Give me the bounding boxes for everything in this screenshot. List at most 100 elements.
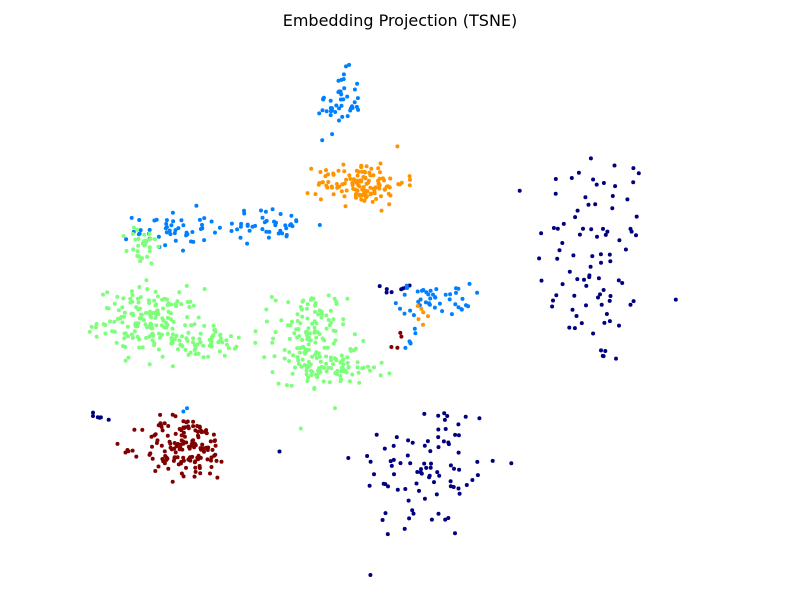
data-point: [145, 287, 150, 292]
data-point: [245, 241, 250, 246]
data-point: [402, 311, 407, 316]
data-point: [316, 182, 321, 187]
data-point: [195, 429, 200, 434]
data-point: [290, 319, 294, 324]
data-point: [161, 318, 166, 323]
data-point: [282, 348, 287, 352]
data-point: [177, 290, 182, 295]
data-point: [371, 173, 376, 178]
data-point: [284, 233, 289, 237]
data-point: [187, 456, 192, 461]
data-point: [613, 184, 618, 189]
data-point: [539, 231, 544, 236]
data-point: [205, 448, 210, 452]
data-point: [153, 315, 158, 320]
data-point: [295, 319, 300, 323]
data-point: [295, 355, 300, 359]
data-point: [475, 459, 480, 464]
data-point: [326, 317, 331, 322]
data-point: [610, 194, 615, 198]
data-point: [180, 344, 185, 349]
data-point: [122, 310, 127, 315]
data-point: [314, 321, 319, 326]
data-point: [209, 341, 214, 346]
data-point: [365, 454, 370, 458]
data-point: [356, 370, 361, 375]
data-point: [599, 302, 604, 307]
data-point: [301, 344, 306, 349]
data-point: [202, 287, 207, 291]
data-point: [631, 166, 636, 171]
data-point: [222, 353, 227, 358]
data-point: [456, 422, 461, 427]
data-point: [454, 290, 458, 295]
data-point: [147, 227, 152, 232]
data-point: [379, 194, 383, 199]
data-point: [174, 333, 179, 338]
data-point: [164, 230, 169, 235]
data-point: [328, 308, 333, 313]
data-point: [586, 202, 591, 207]
data-point: [324, 168, 328, 173]
data-point: [173, 228, 178, 233]
data-point: [456, 305, 461, 310]
data-point: [581, 226, 585, 231]
data-point: [179, 302, 184, 307]
data-point: [142, 232, 147, 237]
data-point: [329, 106, 334, 111]
data-point: [352, 100, 357, 105]
data-point: [399, 334, 404, 339]
data-point: [332, 356, 337, 361]
data-point: [165, 433, 170, 438]
data-point: [368, 368, 372, 373]
data-point: [140, 427, 145, 432]
data-point: [393, 301, 398, 306]
data-point: [457, 491, 462, 496]
data-point: [425, 439, 430, 444]
data-point: [584, 303, 588, 308]
data-point: [176, 226, 181, 231]
data-point: [276, 381, 281, 386]
data-point: [441, 439, 446, 444]
data-point: [435, 470, 440, 475]
data-point: [636, 171, 641, 176]
data-point: [137, 285, 142, 289]
data-point: [234, 344, 239, 349]
data-point: [213, 328, 218, 332]
data-point: [427, 475, 432, 480]
data-point: [355, 173, 360, 178]
data-point: [314, 356, 319, 360]
data-point: [173, 238, 178, 243]
data-point: [387, 371, 392, 376]
data-point: [272, 219, 276, 224]
data-point: [324, 326, 329, 331]
data-point: [367, 483, 372, 488]
data-point: [182, 434, 187, 439]
data-point: [617, 238, 622, 243]
data-point: [673, 297, 678, 302]
data-point: [330, 185, 334, 190]
data-point: [184, 283, 189, 288]
data-point: [598, 292, 602, 297]
data-point: [183, 323, 188, 328]
data-point: [582, 277, 586, 282]
data-point: [453, 432, 458, 437]
data-point: [262, 355, 267, 360]
data-point: [309, 166, 314, 171]
data-point: [91, 414, 95, 418]
data-point: [398, 330, 403, 335]
data-point: [601, 288, 606, 292]
data-point: [539, 278, 544, 283]
data-point: [95, 415, 100, 420]
data-point: [408, 461, 413, 466]
data-point: [380, 518, 385, 522]
data-point: [172, 441, 177, 445]
data-point: [213, 438, 217, 443]
data-point: [146, 237, 151, 242]
data-point: [125, 448, 130, 452]
data-point: [372, 472, 376, 477]
data-point: [172, 337, 177, 342]
data-point: [308, 338, 313, 343]
data-point: [368, 192, 373, 197]
data-point: [125, 334, 130, 339]
